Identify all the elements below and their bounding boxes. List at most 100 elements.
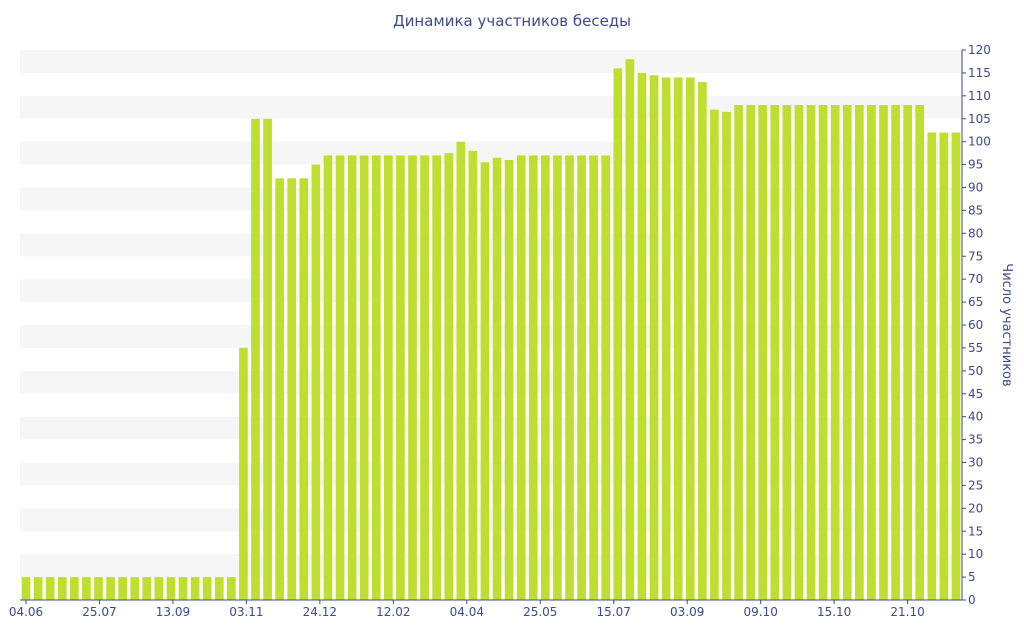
bar (685, 77, 695, 600)
bar (335, 155, 345, 600)
x-tick-label: 04.06 (9, 605, 43, 619)
y-tick-label: 85 (968, 203, 983, 217)
bar (359, 155, 369, 600)
bar (891, 105, 900, 600)
y-tick-label: 50 (968, 364, 983, 378)
bar (444, 153, 454, 600)
y-tick-label: 120 (968, 43, 991, 57)
bar (637, 72, 647, 600)
bar (601, 155, 611, 600)
y-tick-label: 100 (968, 135, 991, 149)
bar (456, 141, 466, 600)
bar (202, 577, 212, 600)
bar (299, 178, 309, 601)
bar (553, 155, 562, 600)
bar (951, 132, 961, 600)
bar (697, 82, 707, 601)
bar (734, 105, 743, 600)
x-tick-label: 15.07 (597, 605, 631, 619)
bar (69, 577, 79, 600)
bar (528, 155, 538, 600)
y-tick-label: 65 (968, 295, 983, 309)
bar (408, 155, 417, 600)
bar-series (21, 59, 961, 601)
y-axis-title: Число участников (999, 263, 1014, 386)
y-tick-label: 35 (968, 433, 983, 447)
bar (33, 577, 43, 600)
bar (130, 577, 140, 600)
bar (504, 160, 514, 600)
bar (275, 178, 285, 601)
bar (746, 105, 756, 600)
x-tick-label: 04.04 (450, 605, 484, 619)
bar (371, 155, 381, 600)
bar (347, 155, 357, 600)
y-tick-label: 60 (968, 318, 983, 332)
x-axis-tick-labels: 04.06 25.07 13.09 03.11 24.12 12.02 04.04 25.05… (9, 605, 925, 619)
y-tick-label: 80 (968, 226, 983, 240)
bar (577, 155, 586, 600)
grid-band (20, 50, 962, 73)
bar (154, 577, 164, 600)
bar (770, 105, 780, 600)
x-tick-label: 24.12 (303, 605, 337, 619)
bar (432, 155, 442, 600)
y-tick-label: 110 (968, 89, 991, 103)
bar (903, 105, 913, 600)
x-tick-label: 03.09 (670, 605, 704, 619)
y-tick-label: 70 (968, 272, 983, 286)
y-tick-label: 75 (968, 249, 983, 263)
bar (758, 105, 768, 600)
bar (468, 150, 478, 601)
bar (142, 577, 152, 600)
bar (794, 105, 804, 600)
bar (383, 155, 393, 600)
y-tick-label: 10 (968, 547, 983, 561)
bar (323, 155, 333, 600)
bar (722, 111, 731, 600)
bar (226, 577, 236, 600)
bar (782, 105, 792, 600)
chart-title: Динамика участников беседы (392, 12, 632, 30)
x-tick-label: 25.07 (82, 605, 116, 619)
bar (939, 132, 949, 600)
bar (915, 105, 925, 600)
bar (867, 105, 876, 600)
bar (420, 155, 429, 600)
bar (492, 157, 502, 601)
bar (45, 577, 55, 600)
bar (166, 577, 176, 600)
y-tick-label: 40 (968, 410, 983, 424)
axes (20, 49, 966, 604)
y-tick-label: 105 (968, 112, 991, 126)
bar (710, 109, 719, 600)
y-tick-label: 0 (968, 593, 976, 607)
bar (830, 105, 840, 600)
bar (842, 105, 852, 600)
bar (879, 105, 888, 600)
bar (190, 577, 200, 600)
y-axis-tick-labels: 0 5 10 15 20 25 30 35 40 45 50 55 60 65 70 75 80 85 90 95 10… (968, 43, 991, 607)
y-tick-label: 30 (968, 456, 983, 470)
bar (673, 77, 683, 600)
bar (178, 577, 188, 600)
bar (806, 105, 816, 600)
bar (214, 577, 224, 600)
bar (625, 59, 635, 600)
bar (21, 577, 31, 600)
x-tick-label: 15.10 (817, 605, 851, 619)
x-tick-label: 21.10 (890, 605, 924, 619)
y-tick-label: 95 (968, 158, 983, 172)
y-tick-label: 15 (968, 524, 983, 538)
bar (311, 164, 321, 601)
y-tick-label: 25 (968, 478, 983, 492)
bar (106, 577, 115, 600)
bar (118, 577, 128, 600)
bar (287, 178, 297, 601)
bar (516, 155, 526, 600)
bar (263, 118, 272, 600)
bar (239, 347, 248, 600)
y-tick-label: 115 (968, 66, 991, 80)
bar (82, 577, 91, 600)
bar (649, 75, 659, 601)
